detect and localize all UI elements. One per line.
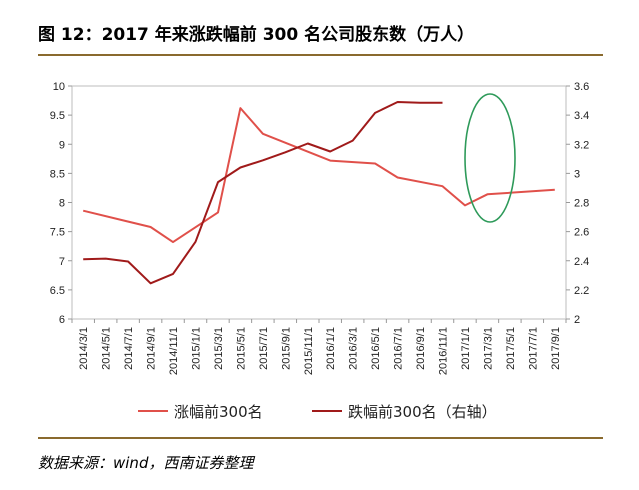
series-group xyxy=(82,101,555,285)
left-tick-label: 6 xyxy=(59,314,65,326)
x-tick-label: 2015/1/1 xyxy=(191,327,203,370)
x-tick-label: 2016/9/1 xyxy=(415,327,427,370)
x-tick-label: 2016/7/1 xyxy=(393,327,405,370)
right-tick-label: 2 xyxy=(574,314,580,326)
x-tick-label: 2014/9/1 xyxy=(146,327,158,370)
left-tick-label: 6.5 xyxy=(50,285,65,297)
x-tick-label: 2017/1/1 xyxy=(460,327,472,370)
plot-border xyxy=(71,85,567,320)
highlight-ellipse xyxy=(464,93,516,223)
legend: 涨幅前300名 跌幅前300名（右轴） xyxy=(138,403,497,421)
footer-divider xyxy=(38,437,603,439)
left-tick-label: 7.5 xyxy=(50,227,65,239)
right-tick-label: 2.6 xyxy=(574,227,589,239)
x-tick-label: 2014/7/1 xyxy=(123,327,135,370)
x-tick-label: 2017/7/1 xyxy=(527,327,539,370)
x-tick-label: 2015/3/1 xyxy=(213,327,225,370)
left-tick-label: 8 xyxy=(59,198,65,210)
right-tick-label: 2.8 xyxy=(574,198,589,210)
right-tick-label: 3.2 xyxy=(574,139,589,151)
series-line-2 xyxy=(83,101,443,285)
right-tick-label: 3 xyxy=(574,168,580,180)
legend-label-2: 跌幅前300名（右轴） xyxy=(348,403,497,421)
right-tick-label: 3.4 xyxy=(574,110,589,122)
title-divider xyxy=(38,54,603,56)
right-tick-label: 3.6 xyxy=(574,81,589,93)
left-tick-label: 8.5 xyxy=(50,168,65,180)
left-tick-label: 10 xyxy=(53,81,65,93)
x-tick-label: 2017/5/1 xyxy=(505,327,517,370)
x-tick-label: 2017/9/1 xyxy=(550,327,562,370)
plot-area xyxy=(71,85,567,320)
legend-label-1: 涨幅前300名 xyxy=(174,403,263,421)
left-tick-label: 9 xyxy=(59,139,65,151)
left-axis: 6 6.5 7 7.5 8 8.5 9 9.5 10 xyxy=(50,81,72,326)
right-axis: 2 2.2 2.4 2.6 2.8 3 3.2 3.4 3.6 xyxy=(566,81,589,326)
series-line-1 xyxy=(82,107,555,244)
x-tick-label: 2016/1/1 xyxy=(325,327,337,370)
right-tick-label: 2.4 xyxy=(574,256,589,268)
x-tick-label: 2015/11/1 xyxy=(303,327,315,375)
x-tick-label: 2014/5/1 xyxy=(101,327,113,370)
x-tick-label: 2015/9/1 xyxy=(280,327,292,370)
left-tick-label: 7 xyxy=(59,256,65,268)
x-tick-label: 2015/5/1 xyxy=(235,327,247,370)
x-tick-label: 2016/11/1 xyxy=(438,327,450,375)
right-tick-label: 2.2 xyxy=(574,285,589,297)
left-tick-label: 9.5 xyxy=(50,110,65,122)
source-note: 数据来源：wind，西南证券整理 xyxy=(38,454,254,472)
x-axis: 2014/3/1 2014/5/1 2014/7/1 2014/9/1 2014/11/… xyxy=(71,319,567,375)
x-tick-label: 2015/7/1 xyxy=(258,327,270,370)
x-tick-label: 2016/5/1 xyxy=(370,327,382,370)
x-tick-label: 2014/3/1 xyxy=(78,327,90,370)
chart-title: 图 12：2017 年来涨跌幅前 300 名公司股东数（万人） xyxy=(38,25,475,45)
x-tick-label: 2016/3/1 xyxy=(348,327,360,370)
x-tick-label: 2017/3/1 xyxy=(482,327,494,370)
x-tick-label: 2014/11/1 xyxy=(168,327,180,375)
